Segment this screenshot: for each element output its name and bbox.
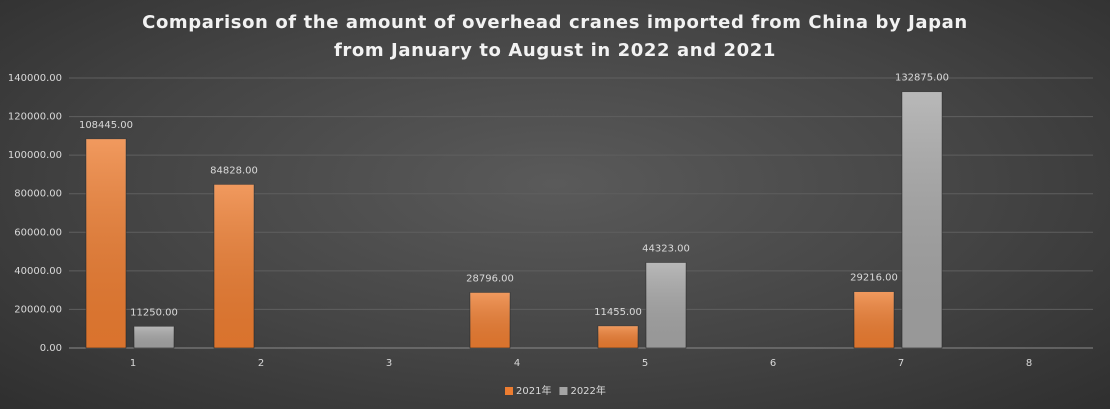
y-tick-label: 60000.00 [14, 227, 62, 238]
data-label: 108445.00 [79, 120, 133, 131]
bar [901, 91, 943, 349]
y-tick-label: 20000.00 [14, 304, 62, 315]
bar [645, 262, 687, 349]
bar [85, 138, 127, 349]
legend-swatch [505, 387, 513, 395]
bar [853, 291, 895, 349]
x-tick-label: 4 [514, 358, 520, 369]
y-tick-label: 40000.00 [14, 266, 62, 277]
x-tick-label: 7 [898, 358, 904, 369]
x-tick-label: 8 [1026, 358, 1032, 369]
x-tick-label: 2 [258, 358, 264, 369]
data-label: 132875.00 [895, 73, 949, 84]
bar [469, 292, 511, 349]
data-label: 29216.00 [850, 273, 898, 284]
legend-label: 2022年 [570, 384, 605, 397]
bar [133, 326, 175, 349]
y-tick-label: 100000.00 [8, 150, 62, 161]
data-label: 44323.00 [642, 244, 690, 255]
legend-swatch [559, 387, 568, 395]
data-label: 11455.00 [594, 307, 642, 318]
y-tick-label: 80000.00 [14, 189, 62, 200]
legend-label: 2021年 [516, 384, 551, 397]
y-tick-label: 140000.00 [8, 73, 62, 84]
data-label: 84828.00 [210, 165, 258, 176]
y-tick-label: 0.00 [40, 343, 62, 354]
data-label: 28796.00 [466, 273, 514, 284]
chart-title: Comparison of the amount of overhead cra… [142, 12, 968, 61]
bar [597, 325, 639, 349]
x-tick-label: 3 [386, 358, 392, 369]
x-tick-label: 1 [130, 358, 136, 369]
x-tick-label: 5 [642, 358, 648, 369]
y-tick-label: 120000.00 [8, 112, 62, 123]
bar [213, 184, 255, 349]
x-tick-label: 6 [770, 358, 776, 369]
data-label: 11250.00 [130, 307, 178, 318]
